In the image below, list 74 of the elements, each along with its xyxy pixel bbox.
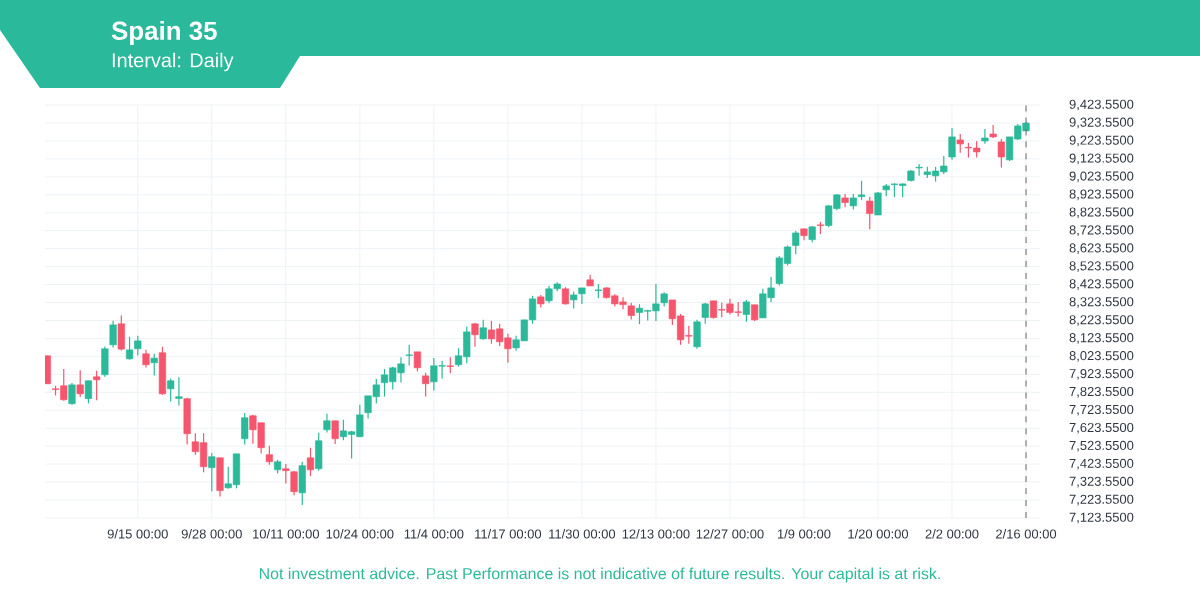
candlestick bbox=[208, 452, 216, 492]
x-tick-label: 9/28 00:00 bbox=[181, 529, 242, 539]
candlestick bbox=[989, 124, 997, 139]
candlestick bbox=[282, 463, 290, 485]
candlestick bbox=[578, 287, 586, 305]
y-tick-label: 8,223.5500 bbox=[1069, 315, 1134, 326]
x-tick-label: 11/17 00:00 bbox=[475, 529, 542, 539]
y-tick-label: 9,423.5500 bbox=[1069, 99, 1134, 111]
y-tick-label: 9,123.5500 bbox=[1069, 153, 1134, 165]
x-tick-label: 10/24 00:00 bbox=[326, 529, 394, 539]
candlestick bbox=[874, 191, 882, 216]
candlestick bbox=[915, 163, 923, 177]
x-tick-label: 9/15 00:00 bbox=[107, 529, 168, 539]
candlestick bbox=[175, 376, 183, 407]
x-tick-label: 1/20 00:00 bbox=[848, 529, 909, 539]
candlestick bbox=[306, 447, 315, 477]
candlestick bbox=[997, 138, 1005, 169]
chart-title: Spain 35 bbox=[111, 20, 217, 46]
y-tick-label: 8,523.5500 bbox=[1069, 261, 1134, 272]
candlestick bbox=[331, 420, 339, 445]
y-tick-label: 7,123.5500 bbox=[1069, 512, 1134, 524]
y-tick-label: 8,623.5500 bbox=[1069, 243, 1134, 254]
candlestick bbox=[948, 127, 956, 161]
candlestick bbox=[323, 413, 331, 434]
y-tick-label: 8,123.5500 bbox=[1069, 333, 1134, 344]
candlestick bbox=[134, 335, 142, 357]
candlestick bbox=[84, 380, 93, 404]
candlestick bbox=[866, 196, 874, 230]
y-tick-label: 8,323.5500 bbox=[1069, 297, 1134, 308]
x-tick-label: 12/27 00:00 bbox=[696, 529, 764, 539]
y-tick-label: 9,223.5500 bbox=[1069, 135, 1134, 147]
candlestick bbox=[93, 370, 101, 401]
candlestick bbox=[857, 180, 866, 201]
candlestick bbox=[125, 336, 134, 361]
candlestick bbox=[742, 299, 750, 323]
y-tick-label: 7,323.5500 bbox=[1069, 476, 1134, 488]
x-tick-label: 11/4 00:00 bbox=[404, 529, 464, 539]
candlestick bbox=[109, 320, 117, 349]
candlestick bbox=[413, 351, 421, 372]
x-tick-label: 2/16 00:00 bbox=[996, 529, 1057, 539]
x-tick-label: 11/30 00:00 bbox=[549, 529, 616, 539]
chart-subtitle: Interval: Daily bbox=[112, 52, 234, 72]
candlestick bbox=[167, 377, 175, 402]
y-tick-label: 7,923.5500 bbox=[1069, 369, 1134, 380]
y-tick-label: 8,823.5500 bbox=[1069, 207, 1134, 219]
candlestick bbox=[405, 344, 413, 367]
y-tick-label: 7,523.5500 bbox=[1069, 440, 1134, 452]
candlestick bbox=[981, 128, 989, 145]
candlestick bbox=[479, 319, 487, 341]
text: Not investment advice. Past Performance is not indicative of future results. Your capital is at risk. bbox=[259, 567, 940, 583]
candlestick bbox=[150, 353, 158, 377]
y-tick-label: 7,223.5500 bbox=[1069, 494, 1134, 506]
candlestick bbox=[422, 372, 430, 398]
candlestick bbox=[241, 412, 249, 446]
candlestick bbox=[792, 230, 800, 255]
x-tick-label: 2/2 00:00 bbox=[925, 529, 979, 539]
candlestick bbox=[290, 470, 298, 496]
y-tick-label: 8,423.5500 bbox=[1069, 279, 1134, 290]
y-tick-label: 7,623.5500 bbox=[1069, 422, 1134, 434]
x-tick-label: 1/9 00:00 bbox=[777, 529, 831, 539]
y-tick-label: 8,023.5500 bbox=[1069, 351, 1134, 362]
y-tick-label: 9,023.5500 bbox=[1069, 171, 1134, 183]
x-tick-label: 12/13 00:00 bbox=[622, 529, 690, 539]
y-tick-label: 9,323.5500 bbox=[1069, 117, 1134, 129]
y-tick-label: 8,923.5500 bbox=[1069, 189, 1134, 201]
candlestick bbox=[265, 445, 273, 466]
y-tick-label: 7,423.5500 bbox=[1069, 458, 1134, 470]
candlestick bbox=[68, 382, 76, 406]
candlestick bbox=[956, 133, 964, 154]
candlestick bbox=[76, 369, 84, 398]
y-tick-label: 7,823.5500 bbox=[1069, 386, 1134, 398]
y-tick-label: 8,723.5500 bbox=[1069, 225, 1134, 237]
x-tick-label: 10/11 00:00 bbox=[253, 529, 320, 539]
y-tick-label: 7,723.5500 bbox=[1069, 404, 1134, 416]
